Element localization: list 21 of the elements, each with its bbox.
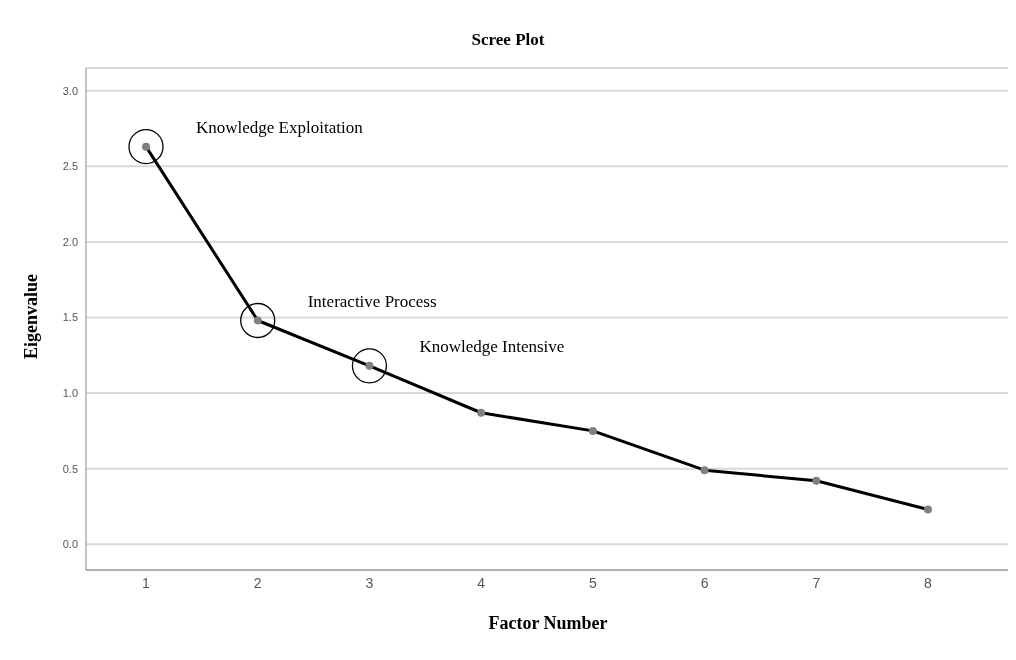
annotation: Interactive Process — [307, 291, 437, 311]
x-tick-label: 6 — [700, 574, 709, 591]
x-tick-label: 4 — [477, 574, 486, 591]
x-tick-label: 5 — [588, 574, 597, 591]
y-tick-label: 1.5 — [62, 311, 78, 324]
chart-title: Scree Plot — [470, 30, 546, 50]
y-tick-label: 0.5 — [62, 462, 78, 475]
annotation: Knowledge Exploitation — [196, 117, 364, 137]
y-tick-label: 2.5 — [62, 160, 78, 173]
x-tick-label: 2 — [253, 574, 262, 591]
x-axis-title: Factor Number — [487, 613, 609, 634]
y-axis-title: Eigenvalue — [20, 273, 42, 361]
y-tick-label: 2.0 — [62, 235, 78, 248]
x-tick-label: 8 — [924, 574, 933, 591]
y-tick-label: 1.0 — [62, 387, 78, 399]
x-tick-label: 7 — [812, 574, 821, 591]
y-tick-label: 3.0 — [62, 84, 78, 97]
annotation: Knowledge Intensive — [419, 336, 565, 356]
x-tick-label: 1 — [142, 574, 151, 591]
y-tick-label: 0.0 — [62, 538, 78, 551]
x-tick-label: 3 — [365, 574, 374, 591]
